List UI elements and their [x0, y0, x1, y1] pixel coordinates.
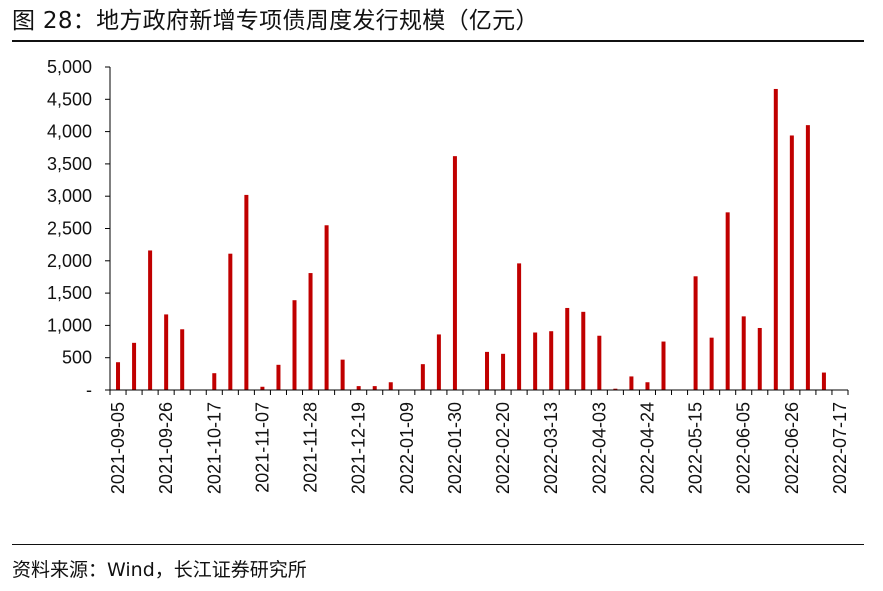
bar-2022-01-16: [420, 364, 425, 390]
bar-2021-12-19: [356, 386, 361, 390]
y-tick-label: 2,000: [47, 251, 92, 271]
bar-2021-10-31: [244, 194, 249, 390]
y-tick-label: 5,000: [47, 57, 92, 77]
bar-2022-06-12: [757, 327, 762, 390]
bar-2022-03-20: [565, 307, 570, 390]
bar-2021-09-05: [116, 362, 121, 390]
y-tick-label: 3,000: [47, 186, 92, 206]
bar-2021-09-26: [164, 314, 169, 390]
x-tick-label: 2021-09-05: [108, 402, 128, 494]
bar-2021-10-24: [228, 253, 233, 390]
bar-2022-05-22: [709, 337, 714, 390]
bar-2021-10-17: [212, 373, 217, 390]
y-tick-label: 2,500: [47, 219, 92, 239]
bar-2021-12-05: [324, 225, 329, 390]
bar-series: [116, 88, 826, 391]
footer-divider: [12, 544, 864, 545]
bar-2022-04-03: [597, 335, 602, 390]
bar-2022-04-10: [613, 388, 618, 390]
x-tick-label: 2022-01-09: [397, 402, 417, 494]
x-tick-label: 2022-07-17: [830, 402, 850, 494]
x-tick-label: 2022-06-26: [782, 402, 802, 494]
bar-2021-11-21: [292, 300, 297, 390]
bar-2022-04-24: [645, 382, 650, 390]
x-tick-label: 2022-03-13: [541, 402, 561, 494]
bar-2022-01-30: [452, 156, 457, 390]
y-axis: - 500 1,000 1,500 2,000 2,500 3,000 3,500 4,000 4…: [47, 57, 111, 400]
bar-2022-02-27: [517, 263, 522, 390]
x-axis: 2021-09-05 2021-09-26 2021-10-17 2021-11-07…: [108, 389, 850, 494]
bar-2021-11-14: [276, 364, 281, 390]
y-tick-label: -: [86, 380, 92, 400]
bar-2022-01-23: [436, 334, 441, 390]
bar-2022-04-17: [629, 376, 634, 390]
figure-title: 图 28：地方政府新增专项债周度发行规模（亿元）: [12, 8, 539, 34]
bar-2021-09-19: [148, 250, 153, 390]
bar-2022-06-26: [789, 135, 794, 390]
x-tick-label: 2021-10-17: [204, 402, 224, 494]
x-tick-label: 2021-11-07: [252, 402, 272, 493]
bar-2022-03-13: [549, 331, 554, 390]
y-tick-label: 3,500: [47, 154, 92, 174]
bar-2021-12-12: [340, 359, 345, 390]
x-tick-label: 2022-01-30: [445, 402, 465, 494]
bar-2021-11-07: [260, 386, 265, 390]
bar-2022-02-13: [485, 351, 490, 390]
y-tick-label: 1,000: [47, 315, 92, 335]
bar-2022-05-29: [725, 212, 730, 390]
y-tick-label: 1,500: [47, 283, 92, 303]
bar-2021-12-26: [372, 386, 377, 390]
bar-2022-05-15: [693, 276, 698, 390]
y-tick-label: 4,000: [47, 122, 92, 142]
x-tick-label: 2022-06-05: [734, 402, 754, 494]
bar-2022-06-19: [773, 88, 778, 391]
bar-2022-07-10: [821, 372, 826, 390]
x-tick-label: 2022-02-20: [493, 402, 513, 494]
bar-2022-03-06: [533, 332, 538, 390]
y-tick-label: 4,500: [47, 89, 92, 109]
x-tick-label: 2022-04-03: [589, 402, 609, 494]
x-tick-label: 2021-11-28: [301, 402, 321, 493]
bar-2022-06-05: [741, 316, 746, 390]
bar-2022-03-27: [581, 311, 586, 390]
bar-2021-09-12: [132, 342, 137, 390]
x-tick-label: 2022-05-15: [686, 402, 706, 494]
bar-2022-05-01: [661, 341, 666, 390]
bar-2022-07-03: [805, 125, 810, 390]
title-divider: [12, 40, 864, 42]
x-tick-label: 2022-04-24: [637, 402, 657, 494]
bar-2022-01-02: [388, 382, 393, 390]
bar-2021-10-03: [180, 329, 185, 390]
source-note: 资料来源：Wind，长江证券研究所: [12, 559, 307, 581]
bar-2021-11-28: [308, 273, 313, 390]
bar-2022-02-20: [501, 353, 506, 390]
y-tick-label: 500: [62, 348, 92, 368]
x-tick-label: 2021-12-19: [349, 402, 369, 494]
x-tick-label: 2021-09-26: [156, 402, 176, 494]
